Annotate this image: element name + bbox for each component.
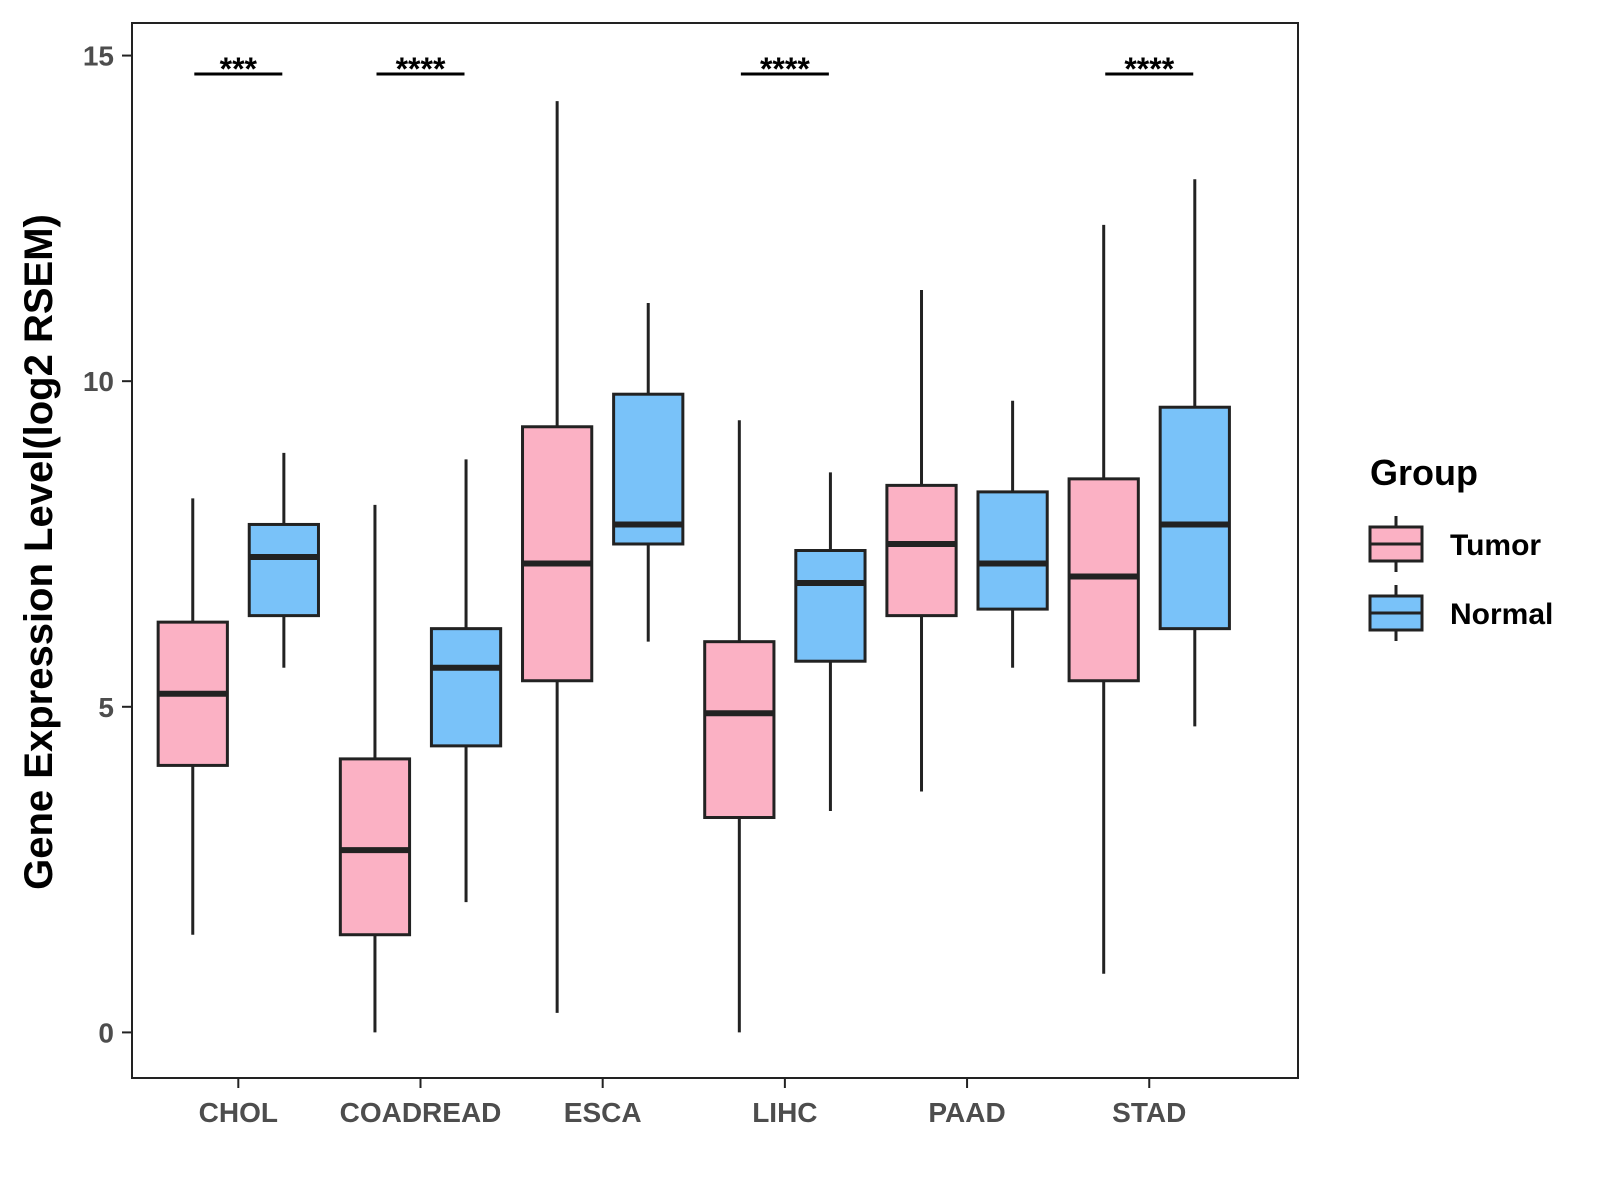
x-tick-label: STAD — [1112, 1097, 1186, 1128]
box-body — [612, 392, 685, 546]
box-body — [521, 425, 594, 683]
box-body — [247, 522, 320, 618]
box-tumor-stad — [1067, 224, 1140, 974]
box-body — [703, 640, 776, 820]
y-tick-label: 15 — [83, 41, 114, 72]
y-axis-title: Gene Expression Level(log2 RSEM) — [17, 214, 61, 890]
box-body — [976, 490, 1049, 611]
box-body — [1158, 405, 1231, 631]
box-tumor-esca — [521, 101, 594, 1013]
x-tick-label: LIHC — [752, 1097, 817, 1128]
box-body — [794, 549, 867, 663]
x-tick-label: PAAD — [928, 1097, 1005, 1128]
box-normal-chol — [247, 452, 320, 668]
box-normal-coadread — [429, 459, 503, 903]
significance-label: **** — [760, 51, 810, 87]
legend-key-tumor — [1368, 516, 1424, 572]
x-tick-label: COADREAD — [340, 1097, 502, 1128]
box-body — [885, 483, 958, 618]
box-normal-stad — [1158, 179, 1231, 727]
box-normal-esca — [612, 303, 685, 642]
legend-label-tumor: Tumor — [1450, 529, 1541, 562]
box-tumor-chol — [156, 498, 229, 935]
panel-border — [131, 22, 1299, 1079]
legend: Group Tumor Normal — [1368, 452, 1553, 641]
legend-key-normal — [1368, 585, 1424, 641]
box-normal-paad — [976, 400, 1049, 668]
box-tumor-paad — [885, 290, 958, 792]
legend-label-normal: Normal — [1450, 598, 1553, 631]
y-tick-label: 0 — [98, 1017, 114, 1048]
box-body — [1067, 477, 1140, 683]
box-tumor-coadread — [338, 504, 412, 1033]
legend-title: Group — [1370, 452, 1478, 493]
significance-label: **** — [1124, 51, 1174, 87]
box-normal-lihc — [794, 472, 867, 811]
box-body — [338, 757, 412, 937]
significance-label: *** — [220, 51, 258, 87]
y-tick-label: 10 — [83, 366, 114, 397]
x-tick-label: CHOL — [199, 1097, 278, 1128]
x-tick-label: ESCA — [564, 1097, 642, 1128]
box-body — [429, 627, 503, 748]
box-tumor-lihc — [703, 420, 776, 1033]
significance-label: **** — [396, 51, 446, 87]
y-tick-label: 5 — [98, 692, 114, 723]
